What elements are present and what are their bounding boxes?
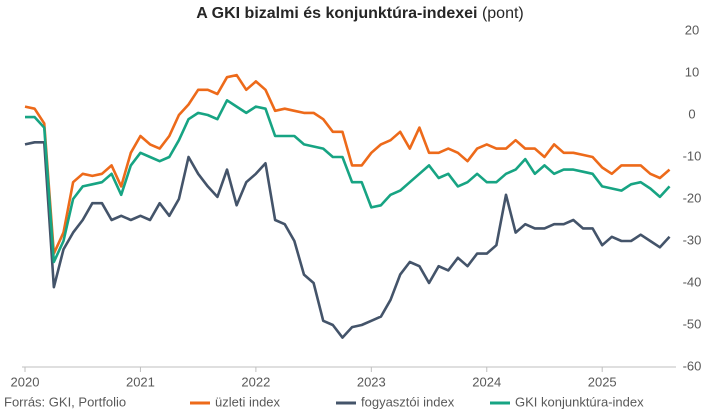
series-line [24,73,671,255]
y-tick-label: -40 [683,274,702,289]
series-line [24,141,671,339]
x-tick-label: 2021 [126,374,155,389]
y-tick-label: -30 [683,232,702,247]
y-tick-label: 10 [685,64,699,79]
chart-title: A GKI bizalmi és konjunktúra-indexei (po… [196,5,524,22]
x-tick-label: 2020 [11,374,40,389]
y-tick-label: -60 [683,358,702,373]
x-tick-label: 2023 [357,374,386,389]
legend-label: üzleti index [215,394,281,409]
y-tick-label: -10 [683,148,702,163]
y-tick-label: -50 [683,316,702,331]
legend-label: fogyasztói index [361,394,455,409]
title-main: A GKI bizalmi és konjunktúra-indexei [196,5,477,22]
y-tick-label: -20 [683,190,702,205]
y-tick-label: 0 [688,106,695,121]
legend-label: GKI konjunktúra-index [515,394,644,409]
x-tick-label: 2024 [472,374,501,389]
title-unit: (pont) [482,5,524,22]
series-line [25,99,671,264]
y-tick-label: 20 [685,22,699,37]
x-tick-label: 2025 [588,374,617,389]
source-note: Forrás: GKI, Portfolio [4,394,126,409]
x-tick-label: 2022 [241,374,270,389]
